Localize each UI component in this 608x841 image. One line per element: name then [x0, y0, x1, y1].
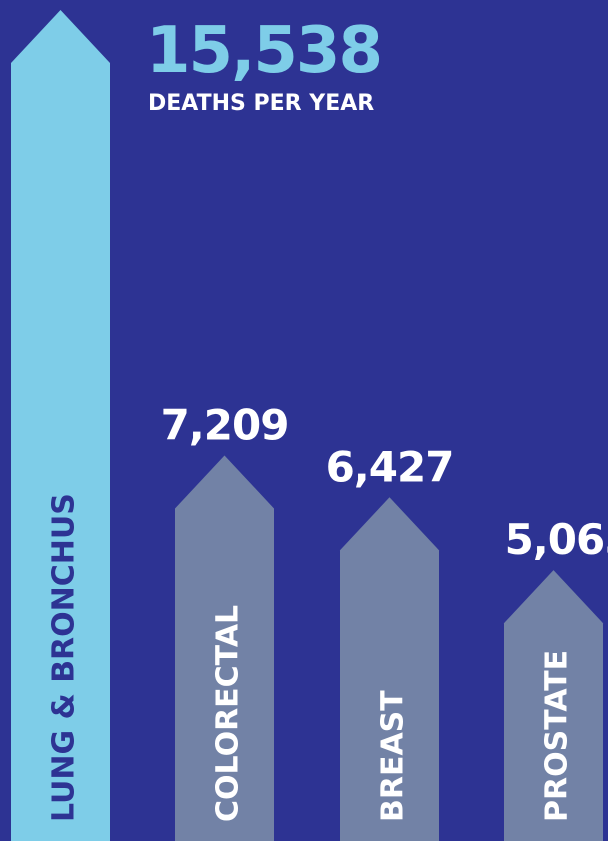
- value-label: 7,209: [161, 400, 289, 449]
- value-label: 6,427: [326, 442, 454, 491]
- category-label: COLORECTAL: [211, 605, 246, 822]
- value-label: 15,538: [146, 14, 381, 88]
- arrow-bar: [340, 497, 439, 841]
- category-label: PROSTATE: [540, 650, 575, 822]
- category-label: BREAST: [376, 690, 411, 822]
- arrow-bar: [504, 570, 603, 841]
- category-label: LUNG & BRONCHUS: [47, 493, 82, 822]
- arrow-bar: [175, 455, 274, 841]
- arrow-bar: [11, 10, 110, 841]
- subtitle: DEATHS PER YEAR: [148, 91, 374, 116]
- value-label: 5,065: [505, 515, 608, 564]
